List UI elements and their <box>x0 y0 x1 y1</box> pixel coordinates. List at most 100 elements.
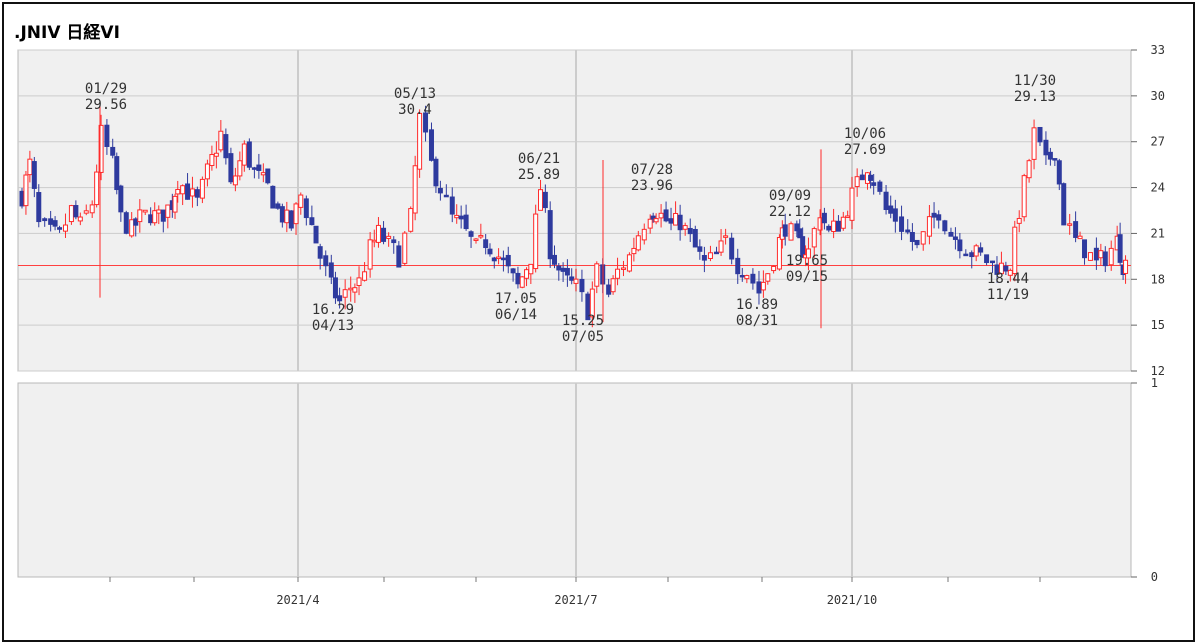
candle-body <box>396 245 402 268</box>
candle-body <box>811 228 817 248</box>
candle-body <box>579 278 585 293</box>
candle-body <box>114 156 120 191</box>
candle-body <box>765 273 771 282</box>
candle-body <box>352 287 358 293</box>
candle-body <box>650 215 656 220</box>
candle-body <box>973 245 979 257</box>
candle-body <box>723 235 729 238</box>
candle-body <box>817 217 823 231</box>
annotation-label: 06/21 <box>518 151 560 167</box>
candle-body <box>463 214 469 230</box>
candle-body <box>515 272 521 285</box>
candle-body <box>458 215 464 220</box>
candle-body <box>433 158 439 187</box>
candle-body <box>391 239 397 244</box>
candle-body <box>199 178 205 199</box>
candle-body <box>152 210 158 224</box>
candle-body <box>246 141 252 168</box>
candle-body <box>663 209 669 222</box>
candle-body <box>538 189 544 211</box>
candle-body <box>776 237 782 270</box>
candle-body <box>23 174 29 207</box>
candle-body <box>931 212 937 218</box>
candle-body <box>288 210 294 229</box>
candle-body <box>729 237 735 260</box>
candle-body <box>491 257 497 262</box>
candles <box>19 101 1129 329</box>
candle-body <box>42 218 48 222</box>
candle-body <box>213 152 219 157</box>
annotation-label: 29.13 <box>1014 89 1056 105</box>
candle-body <box>519 276 525 288</box>
candle-body <box>175 189 181 195</box>
candle-body <box>118 185 124 213</box>
candle-body <box>237 160 243 177</box>
candle-body <box>849 187 855 221</box>
candle-body <box>362 271 368 281</box>
x-tick-label: 2021/4 <box>276 593 319 607</box>
candle-body <box>279 206 285 223</box>
candle-body <box>137 209 143 223</box>
y-tick-label: 18 <box>1151 272 1165 286</box>
candle-body <box>123 212 129 234</box>
candle-body <box>402 232 408 264</box>
candle-body <box>228 153 234 183</box>
annotation-label: 16.89 <box>736 297 778 313</box>
candle-body <box>840 216 846 229</box>
candle-body <box>1012 226 1018 275</box>
candle-body <box>443 194 449 198</box>
candle-body <box>701 255 707 261</box>
annotation-label: 15.25 <box>562 313 604 329</box>
candle-body <box>156 209 162 214</box>
candle-body <box>744 275 750 280</box>
candle-body <box>692 228 698 248</box>
candle-body <box>1003 265 1009 272</box>
candle-body <box>524 269 530 279</box>
candle-body <box>677 214 683 231</box>
candle-body <box>185 183 191 200</box>
candle-body <box>309 217 315 226</box>
candle-body <box>468 231 474 237</box>
candle-body <box>36 192 42 223</box>
candle-body <box>1073 221 1079 238</box>
candle-body <box>606 284 612 295</box>
candle-body <box>1108 247 1114 266</box>
candle-body <box>303 198 309 219</box>
candle-body <box>573 278 579 284</box>
candle-body <box>77 216 83 222</box>
candle-body <box>194 189 200 198</box>
candle-body <box>854 176 860 188</box>
main-panel <box>17 49 1132 372</box>
candle-body <box>367 239 373 270</box>
x-tick-label: 2021/7 <box>554 593 597 607</box>
candle-body <box>298 194 304 208</box>
candle-body <box>551 254 557 265</box>
candle-body <box>73 205 79 218</box>
candle-body <box>805 248 811 259</box>
candle-body <box>899 216 905 232</box>
candle-body <box>687 227 693 235</box>
candle-body <box>1077 235 1083 240</box>
candle-body <box>635 235 641 251</box>
candle-body <box>473 238 479 241</box>
candle-body <box>496 256 502 260</box>
candle-body <box>94 171 100 206</box>
annotation-label: 27.69 <box>844 142 886 158</box>
y-tick-label: 30 <box>1151 89 1165 103</box>
candle-body <box>877 181 883 192</box>
candle-body <box>533 213 539 270</box>
candle-body <box>750 273 756 284</box>
candle-body <box>375 224 381 243</box>
candle-body <box>505 254 511 267</box>
candle-body <box>1026 160 1032 179</box>
candle-body <box>797 228 803 239</box>
candle-body <box>48 218 54 225</box>
candle-body <box>771 265 777 272</box>
candle-body <box>110 146 116 156</box>
candle-body <box>1052 158 1058 161</box>
annotation-label: 07/05 <box>562 329 604 345</box>
candle-body <box>142 209 148 213</box>
candle-body <box>1117 234 1123 263</box>
candle-body <box>1067 223 1073 226</box>
candle-body <box>589 288 595 318</box>
